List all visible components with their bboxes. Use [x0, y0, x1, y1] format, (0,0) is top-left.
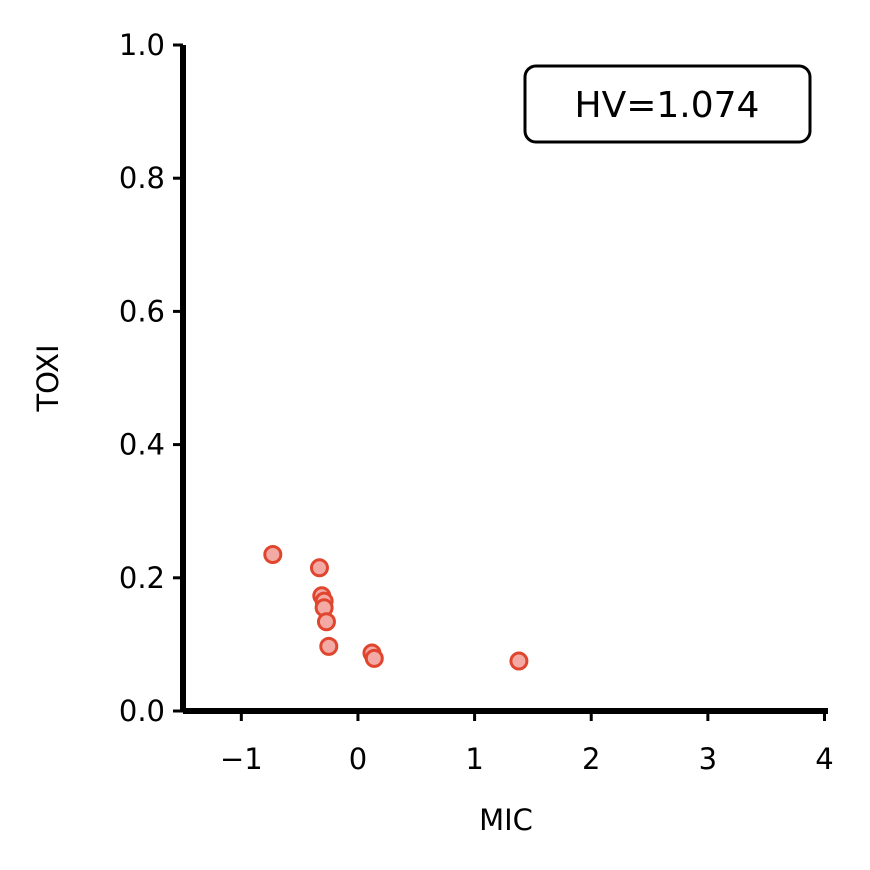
y-tick-label: 0.8 [119, 161, 165, 195]
hv-annotation: HV=1.074 [523, 64, 812, 144]
data-point [316, 612, 336, 632]
hv-annotation-box [523, 64, 812, 144]
data-point [309, 558, 329, 578]
data-point [509, 651, 529, 671]
x-tick-label: 3 [699, 742, 717, 776]
y-axis-label: TOXI [31, 344, 65, 412]
data-point [319, 636, 339, 656]
hv-annotation-text: HV=1.074 [575, 85, 760, 126]
x-axis-label: MIC [479, 803, 533, 837]
x-tick-label: 4 [815, 742, 833, 776]
y-tick-label: 0.4 [119, 428, 165, 462]
y-tick-label: 0.6 [119, 294, 165, 328]
y-tick-label: 0.0 [119, 694, 165, 728]
x-tick-label: −1 [220, 742, 263, 776]
x-tick-label: 2 [582, 742, 600, 776]
data-point [263, 544, 283, 564]
data-point [364, 648, 384, 668]
ticks: −1 0 1 2 3 4 0.0 0.2 0.4 0.6 0.8 1.0 [119, 28, 834, 776]
data-points [263, 544, 529, 671]
axes [180, 45, 828, 714]
y-tick-label: 0.2 [119, 561, 165, 595]
x-tick-label: 1 [465, 742, 483, 776]
y-tick-label: 1.0 [119, 28, 165, 62]
x-tick-label: 0 [349, 742, 367, 776]
